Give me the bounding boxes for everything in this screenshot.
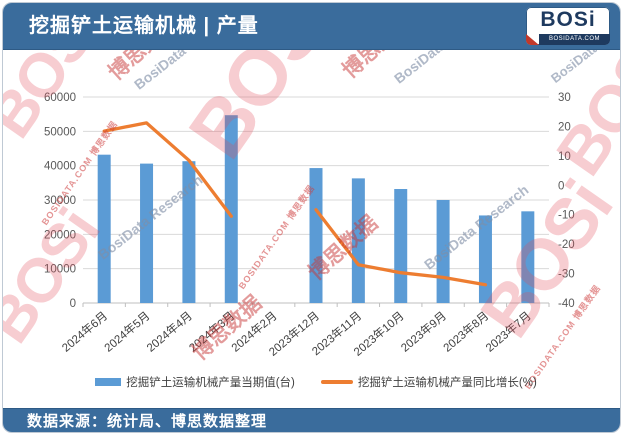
chart-canvas: 0 10000 20000 30000 40000 50000 60000 -40 -30 -20…	[3, 50, 620, 408]
bar-2023年10月	[394, 189, 408, 303]
right-axis-tick-label: 20	[558, 121, 571, 133]
left-axis-tick-label: 40000	[44, 161, 76, 173]
x-axis-label: 2023年9月	[398, 309, 449, 355]
legend-bar-swatch	[95, 378, 122, 386]
right-axis-tick-label: -40	[558, 298, 575, 310]
x-axis-label: 2024年6月	[59, 309, 110, 355]
bar-2023年9月	[436, 200, 450, 303]
logo-domain: BOSIDATA.COM	[539, 34, 610, 45]
right-axis-tick-label: 10	[558, 151, 571, 163]
header-bar: 挖掘铲土运输机械 | 产量 BOSi BOSIDATA.COM	[3, 3, 620, 50]
x-axis-label: 2023年8月	[440, 309, 491, 355]
bar-2024年5月	[140, 163, 154, 303]
left-axis-tick-label: 20000	[44, 229, 76, 241]
logo-triangle-icon	[526, 34, 539, 45]
right-axis-tick-label: -20	[558, 239, 575, 251]
left-axis-tick-label: 0	[70, 298, 76, 310]
legend-label: 挖掘铲土运输机械产量当期值(台)	[126, 377, 295, 389]
legend-label: 挖掘铲土运输机械产量同比增长(%)	[357, 377, 537, 389]
right-axis-tick-label: 0	[558, 180, 564, 192]
right-axis-tick-label: 30	[558, 92, 571, 104]
right-axis-tick-label: -10	[558, 210, 575, 222]
page-title: 挖掘铲土运输机械 | 产量	[29, 15, 259, 37]
right-axis-tick-label: -30	[558, 269, 575, 281]
x-axis-label: 2024年3月	[186, 309, 237, 355]
left-axis-tick-label: 30000	[44, 195, 76, 207]
left-axis-tick-label: 60000	[44, 92, 76, 104]
legend-item: 挖掘铲土运输机械产量当期值(台)	[95, 374, 295, 390]
logo-wordmark: BOSi	[540, 8, 596, 31]
footer-bar: 数据来源：统计局、博思数据整理	[3, 408, 620, 432]
bar-2023年11月	[351, 178, 365, 303]
bar-2024年4月	[182, 161, 196, 303]
growth-line	[102, 121, 488, 287]
logo-baseline: BOSIDATA.COM	[526, 34, 610, 45]
x-axis-label: 2023年7月	[483, 309, 534, 355]
legend-line-swatch	[320, 380, 353, 384]
x-axis-label: 2024年5月	[101, 309, 152, 355]
combo-chart: 0 10000 20000 30000 40000 50000 60000 -40 -30 -20…	[44, 92, 575, 359]
bar-2023年7月	[521, 211, 535, 303]
bosi-logo: BOSi BOSIDATA.COM	[526, 7, 610, 45]
bar-2024年3月	[224, 115, 238, 304]
legend-item: 挖掘铲土运输机械产量同比增长(%)	[320, 374, 537, 390]
bar-2023年12月	[309, 168, 323, 303]
left-axis-tick-label: 10000	[44, 264, 76, 276]
bar-2023年8月	[478, 215, 492, 303]
x-axis-label: 2024年4月	[144, 309, 195, 355]
chart-legend: 挖掘铲土运输机械产量当期值(台) 挖掘铲土运输机械产量同比增长(%)	[83, 374, 549, 390]
data-source-note: 数据来源：统计局、博思数据整理	[27, 413, 268, 430]
left-axis-tick-label: 50000	[44, 126, 76, 138]
bar-2024年6月	[97, 154, 111, 303]
